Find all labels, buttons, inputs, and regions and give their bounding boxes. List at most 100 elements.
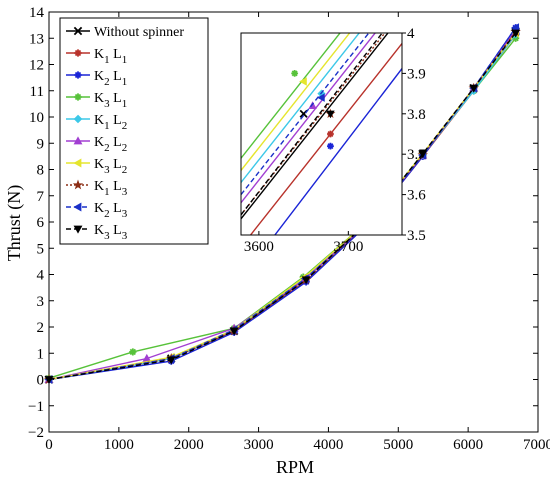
y-tick-label: −1: [28, 399, 44, 415]
data-point: [129, 348, 137, 356]
legend-swatch-marker: [73, 225, 83, 234]
inset-y-tick-label: 3.5: [407, 228, 426, 244]
legend-entry: K1 L3: [66, 179, 128, 198]
data-point: [469, 84, 479, 93]
x-tick-label: 5000: [383, 437, 413, 453]
inset-y-tick-label: 4: [407, 26, 415, 42]
inset-y-tick-label: 3.6: [407, 188, 426, 204]
data-point: [301, 276, 311, 285]
inset-series-k3-l3: [241, 33, 384, 216]
legend-label: K1 L3: [94, 179, 128, 198]
data-point: [229, 327, 239, 336]
y-tick-label: 11: [30, 84, 44, 100]
inset-data-point: [299, 77, 307, 86]
inset-series-line: [241, 33, 370, 196]
legend-swatch-marker: [73, 26, 83, 36]
legend-swatch-marker: [73, 114, 83, 124]
series-k3-l3: [44, 29, 521, 385]
legend-swatch-marker: [72, 179, 84, 190]
legend-label: K2 L1: [94, 69, 127, 88]
legend-entry: K3 L2: [66, 157, 127, 176]
data-point: [166, 356, 176, 365]
legend-entry: K1 L2: [66, 113, 127, 132]
legend-swatch-marker: [73, 158, 82, 168]
inset-series-line: [241, 33, 384, 216]
y-tick-label: 2: [37, 320, 45, 336]
data-point: [418, 150, 428, 159]
data-point: [44, 376, 54, 385]
inset-series-line: [241, 33, 377, 204]
inset-x-tick-label: 3700: [333, 239, 363, 255]
inset-series-line: [241, 33, 351, 171]
inset-frame: [240, 32, 403, 236]
inset-x-tick-label: 3600: [244, 239, 274, 255]
y-tick-label: −2: [28, 425, 44, 441]
inset-series-line: [241, 33, 389, 220]
y-tick-label: 7: [37, 189, 45, 205]
x-tick-label: 0: [45, 437, 53, 453]
inset-series-k3-l1: [241, 33, 341, 159]
series-line: [48, 32, 517, 381]
x-tick-label: 7000: [523, 437, 550, 453]
x-axis-label: RPM: [276, 457, 314, 477]
legend-label: K2 L2: [94, 135, 127, 154]
inset-series-line: [241, 33, 341, 159]
legend-label: Without spinner: [94, 25, 184, 40]
y-tick-label: 10: [29, 110, 44, 126]
data-point: [511, 29, 521, 38]
inset-background: [241, 33, 402, 235]
inset-data-point: [327, 142, 334, 150]
inset-lines: [241, 33, 402, 235]
inset-data-point: [327, 130, 334, 138]
y-tick-label: 3: [37, 294, 45, 310]
inset-y-tick-label: 3.8: [407, 107, 426, 123]
legend-entry: K2 L1: [66, 69, 127, 88]
inset-series-k3-l2: [241, 33, 351, 171]
legend-entry: Without spinner: [66, 25, 184, 40]
inset-series-k1-l1: [249, 42, 402, 235]
data-point: [511, 23, 520, 33]
x-tick-label: 4000: [313, 437, 343, 453]
y-tick-label: 0: [37, 373, 45, 389]
y-tick-label: 5: [37, 241, 45, 257]
legend-box: [59, 17, 209, 245]
y-tick-label: 13: [29, 31, 44, 47]
y-tick-label: 12: [29, 58, 44, 74]
legend-label: K2 L3: [94, 201, 128, 220]
legend: Without spinner K1 L1 K2 L1 K3 L1 K1 L2 K2 L2…: [59, 17, 209, 245]
legend-label: K3 L3: [94, 223, 128, 242]
inset-zoom-plot: 3600 3700 3.5 3.6 3.7 3.8 3.9 4: [240, 26, 426, 255]
inset-series-k2-l3: [241, 33, 370, 196]
inset-data-point: [291, 70, 299, 77]
inset-series-k2-l1: [274, 67, 402, 235]
inset-y-tick-label: 3.9: [407, 66, 426, 82]
legend-swatch-marker: [74, 71, 82, 79]
y-tick-label: 1: [37, 346, 45, 362]
x-tick-label: 3000: [244, 437, 274, 453]
y-tick-label: 6: [37, 215, 45, 231]
y-axis-label: Thrust (N): [4, 185, 25, 261]
y-tick-label: 8: [37, 163, 45, 179]
legend-label: K3 L2: [94, 157, 127, 176]
legend-entry: K1 L1: [66, 47, 127, 66]
inset-series-line: [274, 67, 402, 235]
inset-y-tick-label: 3.7: [407, 147, 426, 163]
legend-entry: K3 L3: [66, 223, 128, 242]
legend-entry: K2 L3: [66, 201, 128, 220]
legend-swatch-marker: [73, 202, 82, 212]
legend-label: K3 L1: [94, 91, 127, 110]
x-tick-label: 6000: [453, 437, 483, 453]
inset-series-line: [241, 33, 361, 183]
legend-entry: K3 L1: [66, 91, 127, 110]
legend-label: K1 L1: [94, 47, 127, 66]
inset-data-point: [326, 110, 335, 119]
legend-label: K1 L2: [94, 113, 127, 132]
legend-swatch-marker: [73, 136, 83, 145]
inset-data-point: [317, 93, 325, 102]
legend-swatch-marker: [74, 49, 82, 57]
legend-swatch-marker: [74, 93, 82, 101]
y-tick-label: 9: [37, 136, 45, 152]
x-tick-label: 2000: [174, 437, 204, 453]
x-tick-label: 1000: [104, 437, 134, 453]
legend-entry: K2 L2: [66, 135, 127, 154]
